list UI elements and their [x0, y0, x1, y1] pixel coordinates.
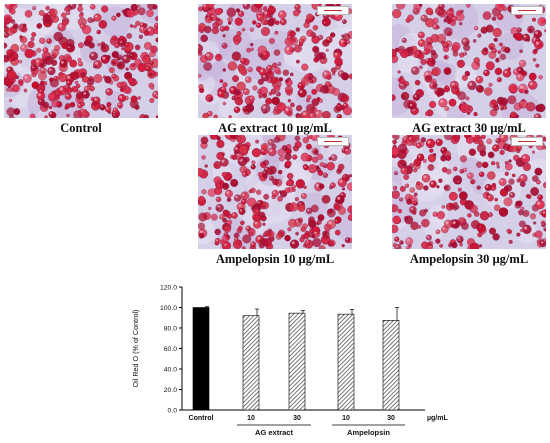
caption-amp10: Ampelopsin 10 µg/mL [215, 252, 335, 266]
micrograph-ag30 [392, 4, 546, 118]
caption-amp30: Ampelopsin 30 µg/mL [409, 252, 529, 266]
y-tick-label: 80.0 [164, 326, 177, 333]
x-tick-label: 30 [293, 415, 301, 422]
micrograph-image [4, 4, 158, 118]
x-tick-label: 10 [247, 415, 255, 422]
micrograph-ag10 [198, 4, 352, 118]
scale-bar [511, 137, 543, 146]
bar-2 [288, 312, 306, 411]
group-label: AG extract [255, 428, 293, 437]
y-tick-label: 0.0 [168, 408, 178, 415]
y-tick-label: 20.0 [164, 387, 177, 394]
y-tick-label: 120.0 [160, 285, 177, 292]
scale-bar [317, 6, 349, 15]
scale-bar [511, 6, 543, 15]
unit-label: µg/mL [427, 415, 448, 422]
micrograph-control [4, 4, 158, 118]
bar-4 [382, 320, 400, 411]
scale-bar [317, 137, 349, 146]
bar-0 [192, 307, 210, 411]
x-tick-label: 10 [342, 415, 350, 422]
micrograph-image [198, 4, 352, 118]
oil-red-o-bar-chart: 0.0 20.0 40.0 60.0 80.0 100.0 120.0 Oil Red O (… [131, 285, 448, 438]
y-tick-label: 60.0 [164, 346, 177, 353]
bar-1 [242, 315, 260, 411]
micrograph-amp30 [392, 135, 546, 249]
x-tick-label: Control [189, 415, 214, 422]
micrograph-image [392, 135, 546, 249]
caption-ag30: AG extract 30 µg/mL [412, 121, 526, 135]
micrograph-image [198, 135, 352, 249]
x-tick-label: 30 [387, 415, 395, 422]
micrograph-amp10 [198, 135, 352, 249]
bar-3 [337, 313, 355, 411]
micrograph-image [392, 4, 546, 118]
caption-ag10: AG extract 10 µg/mL [218, 121, 332, 135]
y-axis-label: Oil Red O (% of Control) [131, 310, 140, 388]
y-tick-label: 40.0 [164, 367, 177, 374]
group-label: Ampelopsin [347, 428, 390, 437]
caption-control: Control [60, 121, 102, 135]
y-tick-label: 100.0 [160, 305, 177, 312]
